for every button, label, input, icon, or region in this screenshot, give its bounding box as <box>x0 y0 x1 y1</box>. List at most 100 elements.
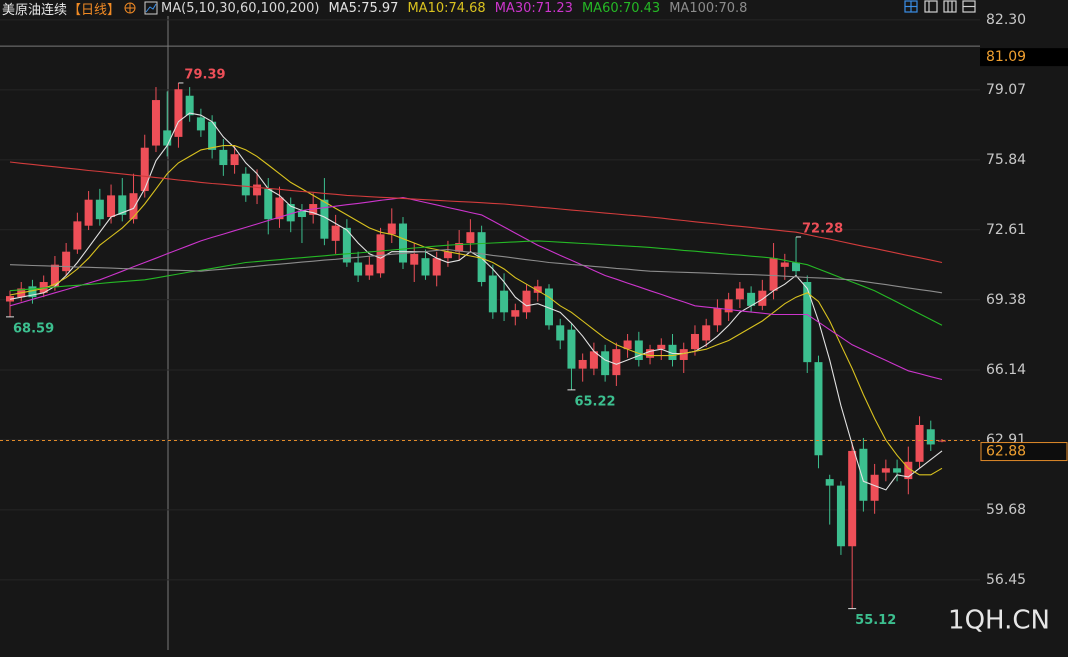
candle-body <box>769 258 778 291</box>
candle-body <box>500 290 509 313</box>
candle-body <box>926 429 935 445</box>
candle-body <box>893 468 902 473</box>
candle-body <box>208 121 217 150</box>
candle-body <box>399 223 408 263</box>
candle-body <box>634 340 643 360</box>
legend-entry: MA100:70.8 <box>669 0 748 16</box>
candle-body <box>713 307 722 326</box>
indicator-icon[interactable] <box>144 1 158 15</box>
candle-body <box>387 223 396 235</box>
ma-line <box>9 145 943 476</box>
last-price-box <box>980 442 1068 462</box>
y-tick-label: 56.45 <box>986 572 1026 588</box>
candle-body <box>780 262 789 267</box>
candle-body <box>578 359 587 369</box>
candle-body <box>275 197 284 220</box>
candle-body <box>129 193 138 220</box>
y-tick-label: 82.30 <box>986 12 1026 28</box>
candle-body <box>836 485 845 547</box>
candle-body <box>320 199 329 239</box>
legend-entry: MA60:70.43 <box>581 0 661 16</box>
period-label: 【日线】 <box>68 2 121 18</box>
candle-body <box>354 262 363 276</box>
crosshair-price-box <box>980 48 1068 67</box>
candle-body <box>219 149 228 166</box>
candle-body <box>466 232 475 244</box>
add-icon[interactable] <box>123 1 137 15</box>
candle-body <box>859 448 868 501</box>
candle-body <box>28 286 37 298</box>
y-tick-label: 79.07 <box>986 82 1026 98</box>
candle-body <box>443 251 452 259</box>
ma-line <box>9 248 943 294</box>
candle-body <box>174 89 183 137</box>
indicator-label: MA(5,10,30,60,100,200) <box>161 0 320 16</box>
candle-body <box>73 221 82 250</box>
candle-body <box>140 147 149 192</box>
legend: 美原油连续 【日线】 MA(5,10,30,60,100,200) MA5:75… <box>2 0 748 18</box>
high-annotation: 72.28 <box>802 221 843 236</box>
candle-body <box>646 349 655 358</box>
candle-body <box>612 349 621 376</box>
candle-body <box>185 95 194 116</box>
candle-body <box>365 264 374 276</box>
candle-body <box>679 349 688 360</box>
candle-body <box>735 288 744 300</box>
candle-body <box>511 310 520 317</box>
low-annotation: 68.59 <box>13 321 54 336</box>
candle-body <box>297 210 306 218</box>
y-tick-label: 59.68 <box>986 502 1026 518</box>
candle-body <box>881 468 890 473</box>
candle-body <box>62 251 71 272</box>
chart-title: 美原油连续 <box>2 2 68 18</box>
candle-body <box>241 173 250 196</box>
high-annotation: 79.39 <box>184 67 225 82</box>
candle-body <box>432 258 441 276</box>
y-tick-label: 72.61 <box>986 222 1026 238</box>
candle-body <box>488 275 497 313</box>
candle-body <box>264 188 273 220</box>
candle-body <box>589 351 598 369</box>
ma-line <box>9 112 943 491</box>
candle-body <box>522 290 531 313</box>
candle-body <box>601 351 610 376</box>
candle-body <box>118 195 127 215</box>
candle-body <box>84 199 93 226</box>
candle-body <box>814 362 823 456</box>
low-annotation: 55.12 <box>855 613 896 628</box>
candle-body <box>702 325 711 341</box>
ma-line <box>9 240 943 326</box>
candle-body <box>758 290 767 306</box>
candle-body <box>544 288 553 326</box>
candle-body <box>455 243 464 252</box>
candle-body <box>825 479 834 486</box>
candle-body <box>253 184 262 196</box>
candle-body <box>163 130 172 146</box>
candle-body <box>657 344 666 350</box>
legend-entry: MA5:75.97 <box>328 0 399 16</box>
candle-body <box>747 292 756 306</box>
last-price-label: 62.88 <box>986 444 1026 460</box>
toolbar-icons <box>904 0 976 13</box>
crosshair-price-label: 81.09 <box>986 49 1026 65</box>
candle-body <box>50 264 59 287</box>
candle-body <box>848 450 857 547</box>
candle-body <box>151 100 160 146</box>
ma-line <box>9 196 943 381</box>
candle-body <box>107 195 116 218</box>
candles <box>6 82 946 609</box>
y-tick-label: 66.14 <box>986 362 1026 378</box>
legend-entry: MA10:74.68 <box>407 0 486 16</box>
ma-line <box>9 161 943 264</box>
candle-body <box>792 262 801 272</box>
candle-body <box>690 333 699 350</box>
candle-body <box>196 117 205 131</box>
candle-body <box>477 232 486 283</box>
low-annotation: 65.22 <box>574 394 615 409</box>
candle-body <box>870 474 879 501</box>
candle-body <box>803 282 812 363</box>
watermark: 1QH.CN <box>948 606 1050 636</box>
